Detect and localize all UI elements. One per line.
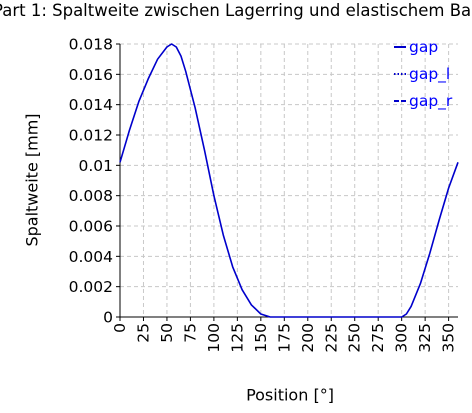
y-tick-label: 0.004	[69, 248, 113, 266]
x-axis-label: Position [°]	[246, 385, 334, 405]
x-tick-label: 250	[346, 323, 364, 353]
y-tick-label: 0.018	[69, 36, 113, 54]
series-line-gap	[119, 43, 459, 318]
x-tick-label: 25	[134, 323, 152, 343]
axes	[116, 43, 458, 321]
legend-label-gap[interactable]: gap	[409, 38, 438, 56]
tick-labels: 0 0.002 0.004 0.006 0.008 0.01 0.012 0.014 0.016…	[69, 36, 458, 353]
x-tick-label: 350	[440, 323, 458, 353]
legend-label-gap_r[interactable]: gap_r	[409, 92, 453, 111]
grid-lines	[120, 43, 458, 317]
x-tick-label: 225	[322, 323, 340, 353]
x-tick-label: 200	[299, 323, 317, 353]
x-tick-label: 125	[228, 323, 246, 353]
y-tick-label: 0.014	[69, 96, 113, 114]
series-lines	[119, 43, 459, 318]
x-tick-label: 325	[416, 323, 434, 353]
x-tick-label: 150	[252, 323, 270, 353]
x-tick-label: 75	[181, 323, 199, 343]
chart-title: Part 1: Spaltweite zwischen Lagerring un…	[0, 1, 472, 20]
y-tick-label: 0.008	[69, 187, 113, 205]
y-tick-label: 0.006	[69, 218, 113, 236]
y-tick-label: 0.012	[69, 127, 113, 145]
x-tick-label: 275	[369, 323, 387, 353]
x-tick-label: 300	[393, 323, 411, 353]
y-tick-label: 0.002	[69, 278, 113, 296]
y-tick-label: 0.016	[69, 66, 113, 84]
legend-label-gap_l[interactable]: gap_l	[409, 65, 450, 84]
y-tick-label: 0.01	[78, 157, 113, 175]
x-tick-label: 0	[111, 323, 129, 333]
x-tick-label: 50	[158, 323, 176, 343]
x-tick-label: 175	[275, 323, 293, 353]
x-tick-label: 100	[205, 323, 223, 353]
y-tick-label: 0	[103, 309, 113, 327]
legend[interactable]: gap gap_l gap_r	[394, 38, 453, 111]
